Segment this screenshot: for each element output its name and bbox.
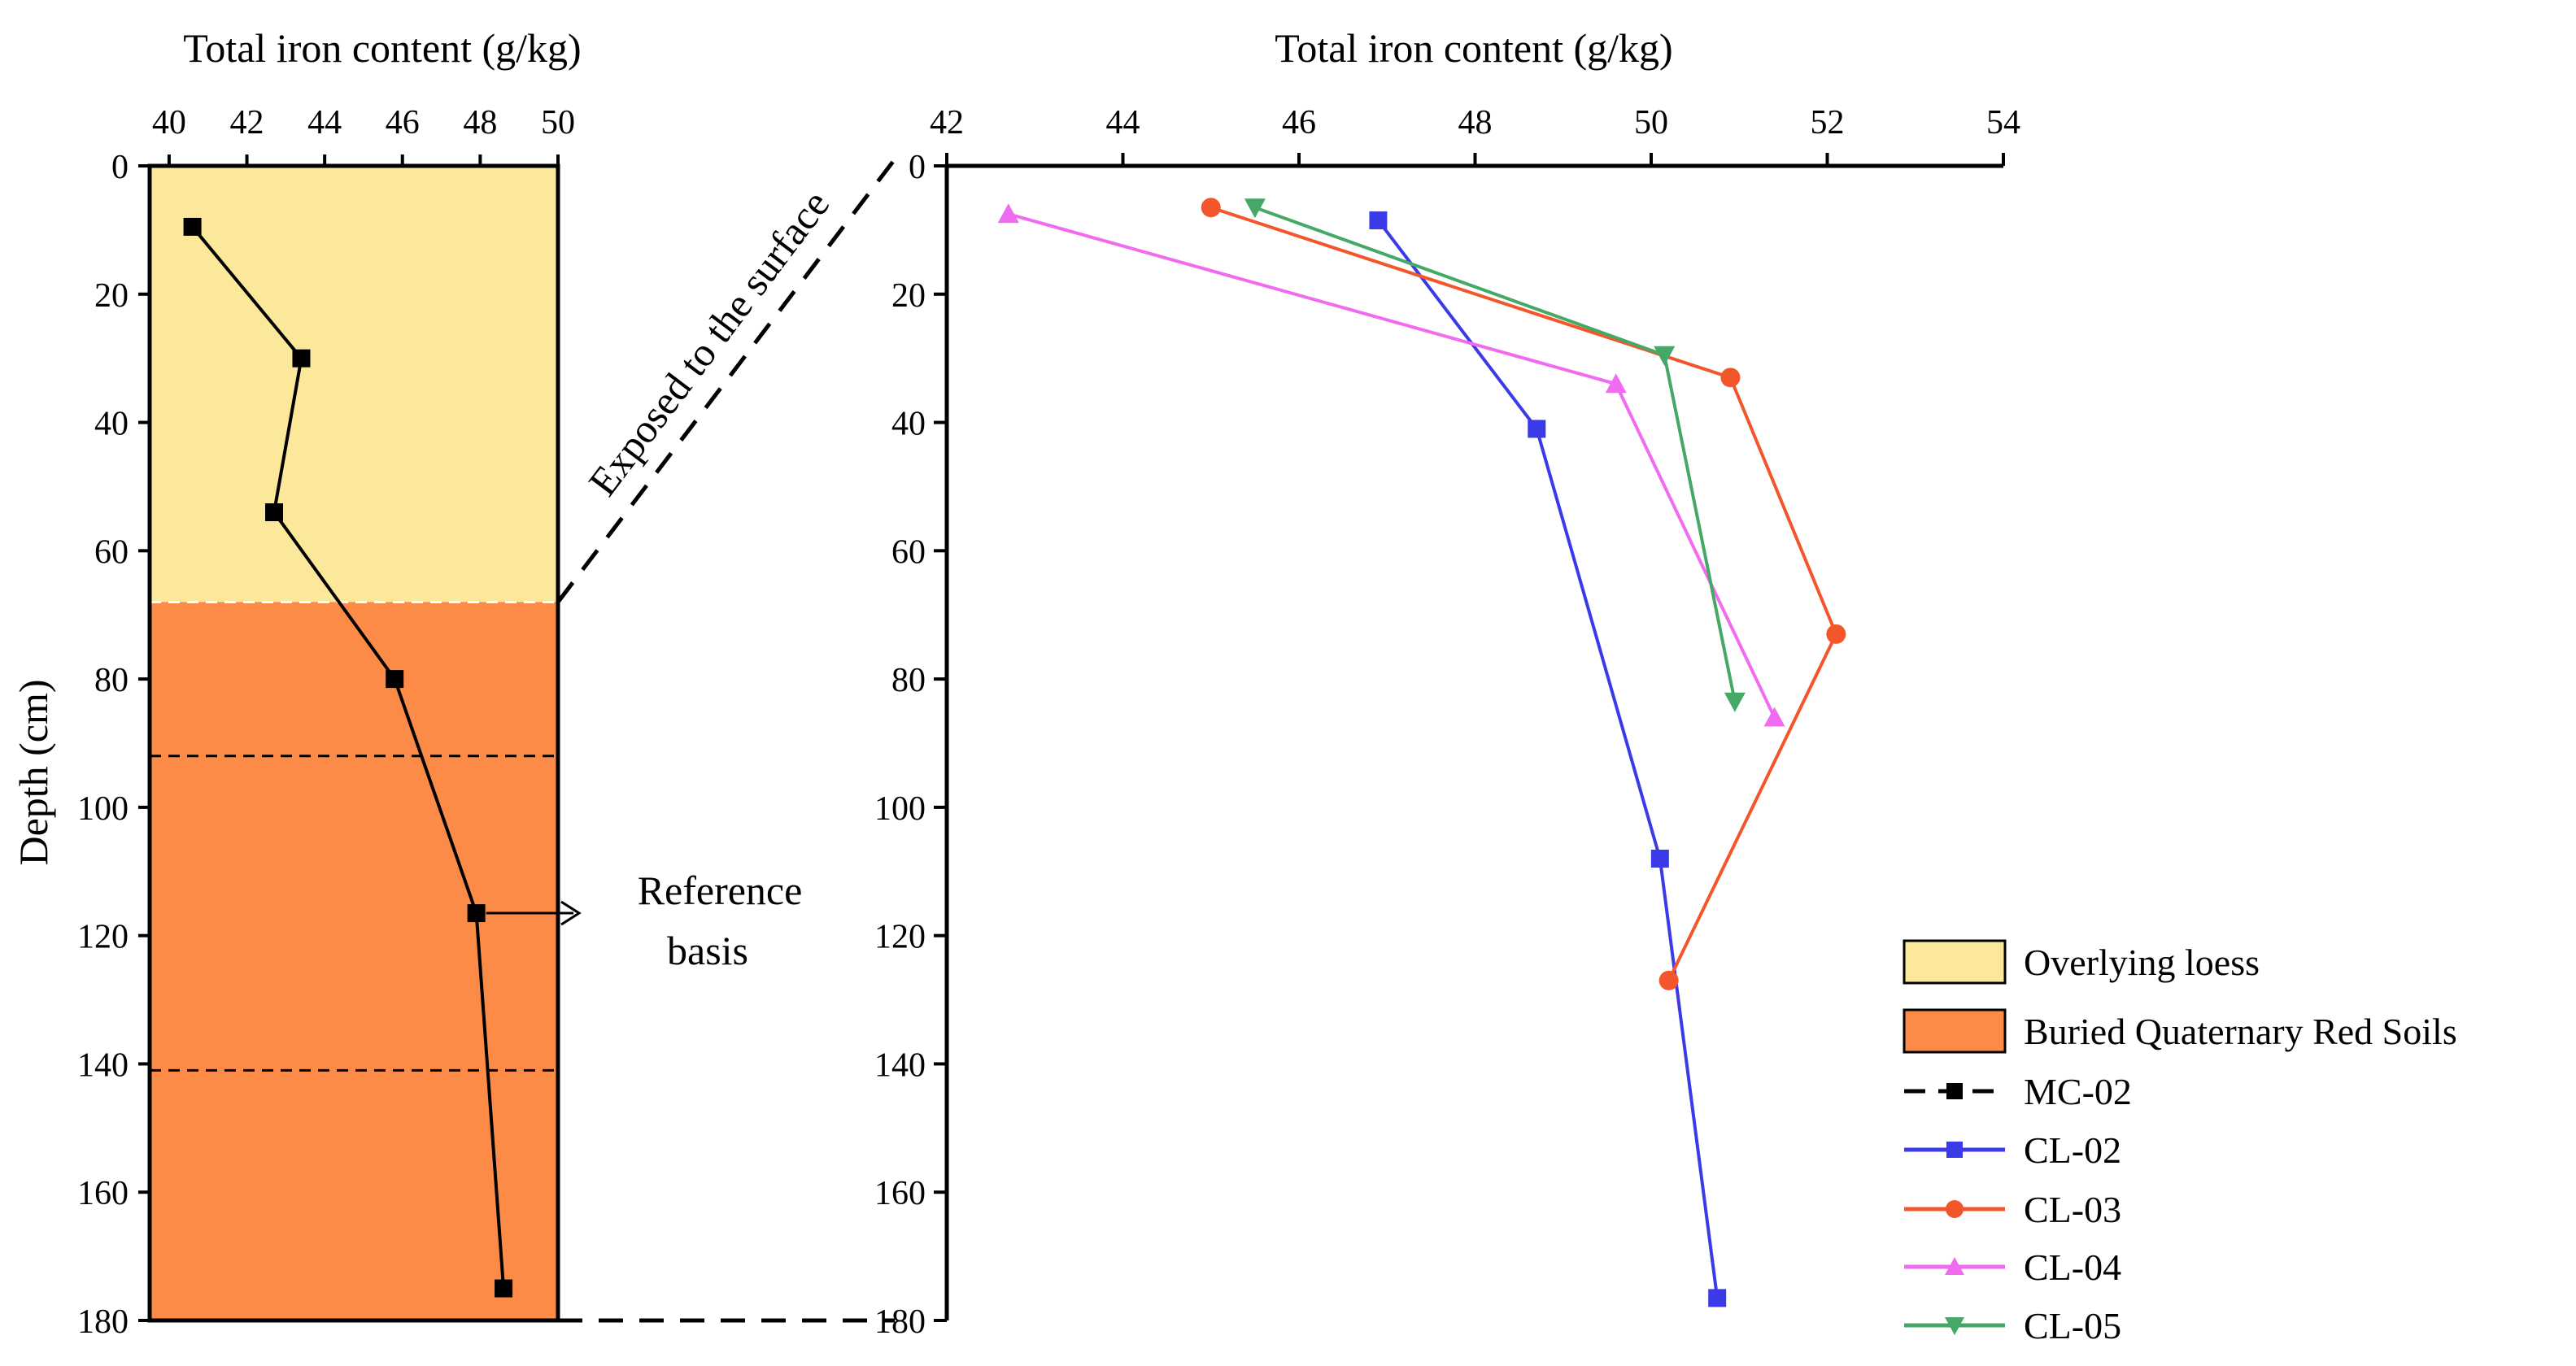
y-tick-label: 120 — [77, 919, 129, 956]
legend-marker-cl-02 — [1946, 1142, 1963, 1158]
point-cl-02 — [1708, 1289, 1727, 1307]
x-tick-label: 48 — [463, 104, 497, 141]
y-tick-label: 20 — [94, 277, 129, 315]
point-mc-02 — [264, 503, 283, 521]
y-tick-label: 100 — [874, 790, 926, 828]
connector-lines: Exposed to the surface — [556, 158, 896, 1323]
y-tick-label: 160 — [874, 1175, 926, 1212]
exposed-annotation: Exposed to the surface — [579, 182, 838, 504]
y-tick-label: 120 — [874, 919, 926, 956]
y-axis-title: Depth (cm) — [11, 679, 56, 865]
point-mc-02 — [386, 670, 404, 689]
legend-marker-cl-05 — [1945, 1317, 1964, 1335]
y-tick-label: 60 — [94, 533, 129, 571]
left-plot: 40 42 44 46 48 50 0 20 40 60 80 100 120 140 160 180 Tota… — [11, 25, 802, 1341]
point-cl-05 — [1244, 198, 1266, 219]
x-tick-label: 52 — [1811, 104, 1845, 141]
legend-marker-cl-03 — [1946, 1200, 1964, 1218]
reference-label-line2: basis — [667, 928, 748, 973]
x-tick-label: 46 — [1282, 104, 1316, 141]
point-mc-02 — [467, 904, 486, 923]
x-tick-label: 50 — [1634, 104, 1668, 141]
y-tick-label: 40 — [94, 406, 129, 443]
x-tick-label: 54 — [1986, 104, 2020, 141]
legend-label-cl-04: CL-04 — [2024, 1246, 2121, 1288]
y-tick-label: 80 — [94, 662, 129, 699]
point-cl-03 — [1826, 624, 1846, 644]
point-cl-03 — [1201, 198, 1221, 218]
y-tick-label: 140 — [874, 1046, 926, 1084]
legend-label-mc-02: MC-02 — [2024, 1071, 2132, 1112]
x-tick-label: 48 — [1458, 104, 1493, 141]
y-tick-label: 180 — [874, 1303, 926, 1341]
point-cl-05 — [1654, 346, 1676, 366]
x-tick-label: 40 — [152, 104, 186, 141]
legend-marker-cl-04 — [1945, 1257, 1964, 1275]
y-tick-label: 0 — [111, 149, 129, 186]
reference-label-line1: Reference — [638, 868, 803, 913]
legend-marker-mc-02 — [1946, 1083, 1963, 1099]
y-tick-label: 40 — [891, 406, 926, 443]
x-tick-label: 44 — [1106, 104, 1140, 141]
series-line-cl-05 — [1254, 206, 1737, 703]
y-tick-label: 140 — [77, 1046, 129, 1084]
right-plot: 42 44 46 48 50 52 54 0 20 40 60 80 100 120 140 160 180 To… — [874, 25, 2020, 1341]
connector-top — [556, 158, 896, 603]
x-tick-label: 44 — [307, 104, 342, 141]
x-tick-label: 50 — [541, 104, 575, 141]
y-tick-label: 180 — [77, 1303, 129, 1341]
x-tick-label: 42 — [930, 104, 964, 141]
y-tick-label: 160 — [77, 1175, 129, 1212]
point-cl-04 — [997, 203, 1019, 224]
series-line-cl-04 — [1008, 212, 1776, 719]
point-cl-02 — [1369, 211, 1388, 230]
y-tick-label: 100 — [77, 790, 129, 828]
x-tick-label: 42 — [230, 104, 264, 141]
point-mc-02 — [495, 1279, 513, 1298]
legend-swatch-buried-quaternary-red-soils — [1903, 1008, 2007, 1054]
right-x-axis-title: Total iron content (g/kg) — [1275, 25, 1672, 71]
point-cl-02 — [1650, 850, 1669, 868]
legend-label-overlying-loess: Overlying loess — [2024, 942, 2260, 983]
y-tick-label: 80 — [891, 662, 926, 699]
point-cl-03 — [1658, 970, 1679, 990]
legend: Overlying loess Buried Quaternary Red Soi… — [1903, 939, 2457, 1346]
y-tick-label: 0 — [909, 149, 926, 186]
point-mc-02 — [183, 217, 202, 236]
series-line-cl-02 — [1376, 219, 1720, 1299]
point-cl-04 — [1605, 373, 1627, 394]
point-cl-05 — [1724, 692, 1746, 712]
legend-label-buried-quaternary-red-soils: Buried Quaternary Red Soils — [2024, 1011, 2457, 1052]
band-loess — [150, 166, 558, 603]
left-frame — [147, 163, 560, 1323]
point-cl-02 — [1528, 420, 1546, 438]
y-tick-label: 60 — [891, 533, 926, 571]
legend-label-cl-03: CL-03 — [2024, 1189, 2121, 1230]
legend-swatch-overlying-loess — [1903, 939, 2007, 985]
series-line-cl-03 — [1210, 206, 1838, 981]
reference-arrow-head — [560, 900, 582, 926]
point-cl-04 — [1763, 707, 1785, 727]
y-tick-label: 20 — [891, 277, 926, 315]
point-mc-02 — [292, 349, 311, 368]
x-tick-label: 46 — [386, 104, 420, 141]
series-line-mc-02 — [191, 225, 506, 1289]
legend-label-cl-02: CL-02 — [2024, 1129, 2121, 1171]
legend-label-cl-05: CL-05 — [2024, 1305, 2121, 1346]
point-cl-03 — [1720, 368, 1741, 388]
left-x-axis-title: Total iron content (g/kg) — [183, 25, 581, 71]
band-red-soil — [150, 602, 558, 1320]
